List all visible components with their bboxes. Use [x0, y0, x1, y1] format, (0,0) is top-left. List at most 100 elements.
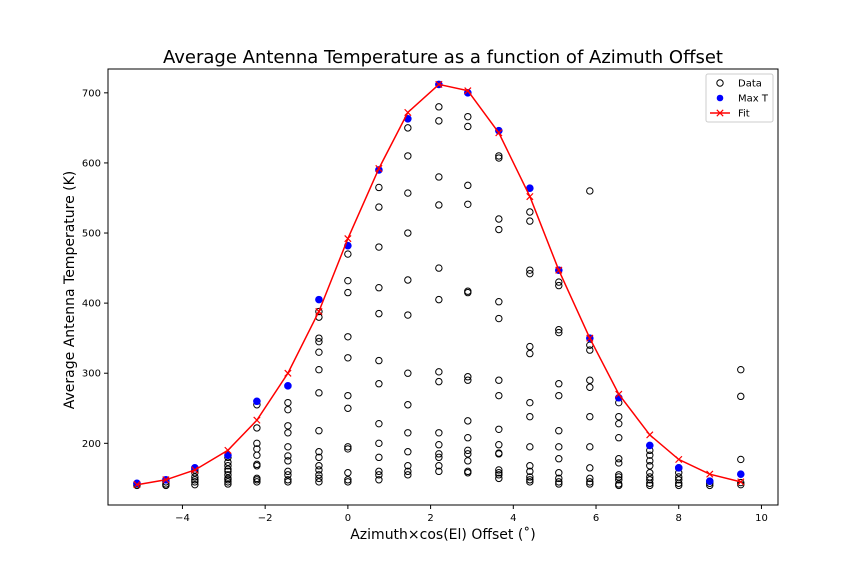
fit-marker — [675, 455, 683, 464]
legend-data-marker — [716, 79, 724, 87]
data-point — [615, 476, 623, 484]
data-point — [646, 457, 654, 465]
data-point — [253, 460, 261, 469]
data-point — [464, 200, 472, 208]
y-axis-label: Average Antenna Temperature (K) — [62, 171, 78, 410]
axes-frame — [107, 68, 779, 506]
data-point — [224, 478, 232, 486]
data-point — [315, 334, 323, 342]
data-point — [284, 457, 292, 465]
fit-marker — [615, 390, 623, 398]
fit-marker-stroke — [555, 266, 563, 274]
data-point — [646, 476, 654, 484]
fit-marker — [344, 235, 352, 243]
data-point — [586, 376, 594, 384]
data-point — [464, 122, 472, 131]
data-point — [435, 103, 443, 111]
fit-marker-stroke — [315, 307, 323, 316]
data-point — [495, 225, 503, 234]
data-point — [375, 183, 383, 192]
data-point — [315, 462, 323, 470]
data-point — [253, 478, 261, 486]
data-point — [315, 307, 323, 316]
data-point — [344, 445, 352, 453]
x-tick-label: 2 — [427, 513, 433, 524]
legend-label: Max T — [738, 94, 769, 105]
x-tick-label: 8 — [676, 513, 682, 524]
data-point — [435, 429, 443, 437]
data-point — [253, 474, 261, 483]
legend: Data Max T Fit — [705, 73, 774, 123]
legend-max-t-marker — [716, 94, 724, 102]
data-point — [495, 441, 503, 449]
data-point — [435, 295, 443, 304]
fit-marker — [224, 446, 232, 454]
fit-marker — [737, 478, 745, 486]
data-point — [555, 326, 563, 334]
data-point — [435, 467, 443, 476]
max-t-point — [224, 451, 232, 460]
data-point — [526, 208, 534, 216]
data-point — [435, 377, 443, 386]
data-point — [284, 471, 292, 479]
data-point — [464, 446, 472, 455]
data-point — [224, 474, 232, 483]
data-point — [495, 471, 503, 479]
max-t-point — [736, 470, 745, 478]
data-point — [404, 311, 412, 319]
data-point — [284, 443, 292, 451]
fit-marker-stroke — [404, 108, 412, 117]
data-point — [191, 473, 199, 481]
data-point — [495, 298, 503, 306]
data-point — [646, 469, 654, 477]
data-point — [586, 443, 594, 451]
data-point — [375, 467, 383, 476]
data-point — [615, 480, 623, 488]
fit-marker — [375, 164, 383, 173]
data-point — [526, 412, 534, 421]
data-point — [646, 481, 654, 490]
data-point — [191, 476, 199, 484]
x-axis-label: Azimuth×cos(El) Offset (˚) — [350, 526, 536, 543]
data-point — [615, 471, 623, 479]
data-point — [375, 309, 383, 318]
data-point — [315, 348, 323, 356]
data-point — [435, 173, 443, 181]
fit-marker — [526, 192, 534, 201]
data-point — [253, 439, 261, 448]
data-point — [615, 459, 623, 467]
data-point — [284, 467, 292, 476]
data-point — [646, 462, 654, 470]
data-point — [464, 467, 472, 476]
data-point — [435, 201, 443, 209]
data-point — [375, 356, 383, 365]
data-point — [555, 455, 563, 463]
fit-marker — [162, 476, 170, 484]
data-point — [586, 480, 594, 488]
data-point — [375, 243, 383, 251]
data-point — [586, 383, 594, 391]
data-point — [495, 474, 503, 483]
data-point — [586, 478, 594, 486]
data-point — [315, 426, 323, 435]
data-point — [737, 366, 745, 374]
data-point — [526, 349, 534, 358]
data-point — [315, 337, 323, 346]
data-point — [526, 467, 534, 476]
data-point — [375, 203, 383, 211]
fit-marker-stroke — [133, 481, 141, 489]
data-point — [224, 465, 232, 473]
data-point — [284, 478, 292, 486]
data-point — [375, 284, 383, 292]
x-tick-label: 0 — [345, 513, 351, 524]
data-point — [404, 276, 412, 284]
data-point — [375, 471, 383, 479]
plot-area: −4 −2 0 2 4 6 8 10 200 300 400 500 600 700 — [82, 68, 779, 524]
data-point — [464, 457, 472, 465]
data-point — [555, 474, 563, 483]
data-point — [464, 376, 472, 384]
fit-marker — [133, 481, 141, 489]
data-point — [224, 462, 232, 470]
fit-marker-stroke — [646, 431, 654, 439]
fit-marker-stroke — [586, 334, 594, 342]
